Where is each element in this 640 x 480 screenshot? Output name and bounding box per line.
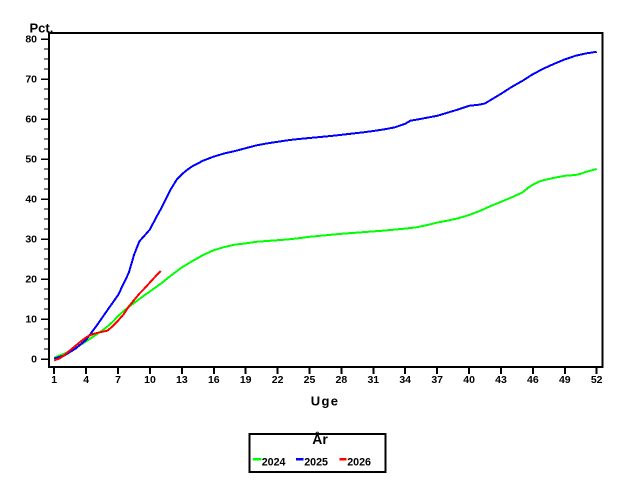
svg-text:2026: 2026 (347, 457, 371, 469)
svg-text:4: 4 (83, 374, 89, 386)
svg-text:70: 70 (25, 74, 37, 86)
svg-text:31: 31 (367, 374, 379, 386)
svg-text:20: 20 (25, 274, 37, 286)
svg-text:0: 0 (31, 354, 37, 366)
svg-text:37: 37 (431, 374, 443, 386)
svg-text:43: 43 (495, 374, 507, 386)
svg-text:7: 7 (115, 374, 121, 386)
svg-text:År: År (312, 431, 328, 447)
svg-text:28: 28 (336, 374, 348, 386)
svg-text:50: 50 (25, 154, 37, 166)
svg-text:46: 46 (527, 374, 539, 386)
svg-text:16: 16 (208, 374, 220, 386)
svg-text:25: 25 (304, 374, 316, 386)
svg-text:2024: 2024 (262, 457, 286, 469)
svg-text:10: 10 (25, 314, 37, 326)
svg-text:52: 52 (591, 374, 603, 386)
svg-text:40: 40 (463, 374, 475, 386)
svg-text:Uge: Uge (311, 394, 339, 409)
svg-text:22: 22 (272, 374, 284, 386)
svg-text:60: 60 (25, 114, 37, 126)
svg-text:80: 80 (25, 34, 37, 46)
svg-text:40: 40 (25, 194, 37, 206)
svg-text:30: 30 (25, 234, 37, 246)
svg-text:49: 49 (559, 374, 571, 386)
svg-text:2025: 2025 (304, 457, 328, 469)
svg-text:10: 10 (144, 374, 156, 386)
svg-text:1: 1 (51, 374, 57, 386)
svg-text:19: 19 (240, 374, 252, 386)
svg-text:13: 13 (176, 374, 188, 386)
svg-text:34: 34 (399, 374, 411, 386)
svg-text:Pct.: Pct. (30, 21, 54, 36)
